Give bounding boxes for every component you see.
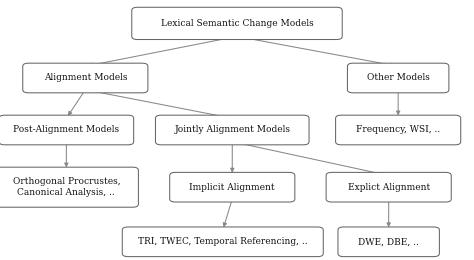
Text: Explict Alignment: Explict Alignment — [347, 183, 430, 192]
FancyBboxPatch shape — [155, 115, 309, 145]
FancyBboxPatch shape — [132, 7, 342, 40]
FancyBboxPatch shape — [326, 172, 451, 202]
FancyBboxPatch shape — [0, 167, 138, 207]
FancyBboxPatch shape — [338, 227, 439, 257]
FancyBboxPatch shape — [23, 63, 148, 93]
Text: DWE, DBE, ..: DWE, DBE, .. — [358, 237, 419, 246]
Text: Alignment Models: Alignment Models — [44, 74, 127, 82]
Text: Post-Alignment Models: Post-Alignment Models — [13, 126, 119, 134]
Text: Orthogonal Procrustes,
Canonical Analysis, ..: Orthogonal Procrustes, Canonical Analysi… — [12, 177, 120, 197]
Text: Other Models: Other Models — [367, 74, 429, 82]
Text: TRI, TWEC, Temporal Referencing, ..: TRI, TWEC, Temporal Referencing, .. — [138, 237, 308, 246]
Text: Lexical Semantic Change Models: Lexical Semantic Change Models — [161, 19, 313, 28]
FancyBboxPatch shape — [0, 115, 134, 145]
FancyBboxPatch shape — [347, 63, 449, 93]
Text: Implicit Alignment: Implicit Alignment — [190, 183, 275, 192]
FancyBboxPatch shape — [122, 227, 323, 257]
Text: Frequency, WSI, ..: Frequency, WSI, .. — [356, 126, 440, 134]
Text: Jointly Alignment Models: Jointly Alignment Models — [174, 126, 290, 134]
FancyBboxPatch shape — [170, 172, 295, 202]
FancyBboxPatch shape — [336, 115, 461, 145]
